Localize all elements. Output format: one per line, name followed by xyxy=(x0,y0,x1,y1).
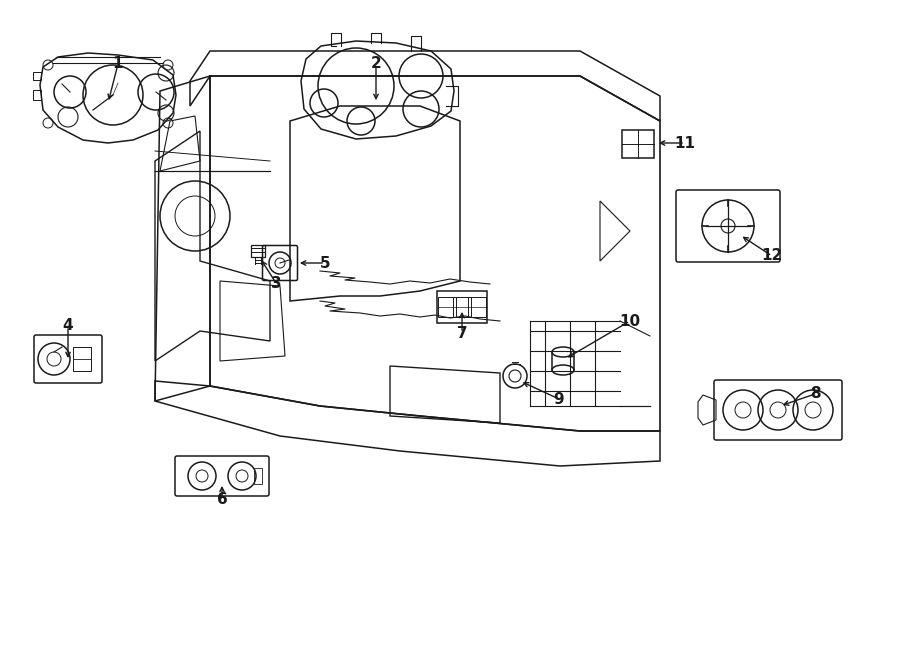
Text: 4: 4 xyxy=(63,319,73,334)
Bar xyxy=(251,245,265,257)
Bar xyxy=(73,347,91,371)
Text: 5: 5 xyxy=(320,256,330,270)
Bar xyxy=(437,291,487,323)
Text: 11: 11 xyxy=(674,136,696,151)
Text: 10: 10 xyxy=(619,313,641,329)
Bar xyxy=(33,90,41,100)
Text: 7: 7 xyxy=(456,325,467,340)
Bar xyxy=(33,72,41,80)
Text: 6: 6 xyxy=(217,492,228,506)
Bar xyxy=(254,468,262,484)
Text: 2: 2 xyxy=(371,56,382,71)
Bar xyxy=(453,297,471,317)
Bar xyxy=(622,130,654,158)
Text: 8: 8 xyxy=(810,387,820,401)
Text: 3: 3 xyxy=(271,276,282,290)
Text: 12: 12 xyxy=(761,249,783,264)
Text: 9: 9 xyxy=(554,391,564,407)
Bar xyxy=(438,297,456,317)
Bar xyxy=(468,297,486,317)
Text: 1: 1 xyxy=(112,56,123,71)
